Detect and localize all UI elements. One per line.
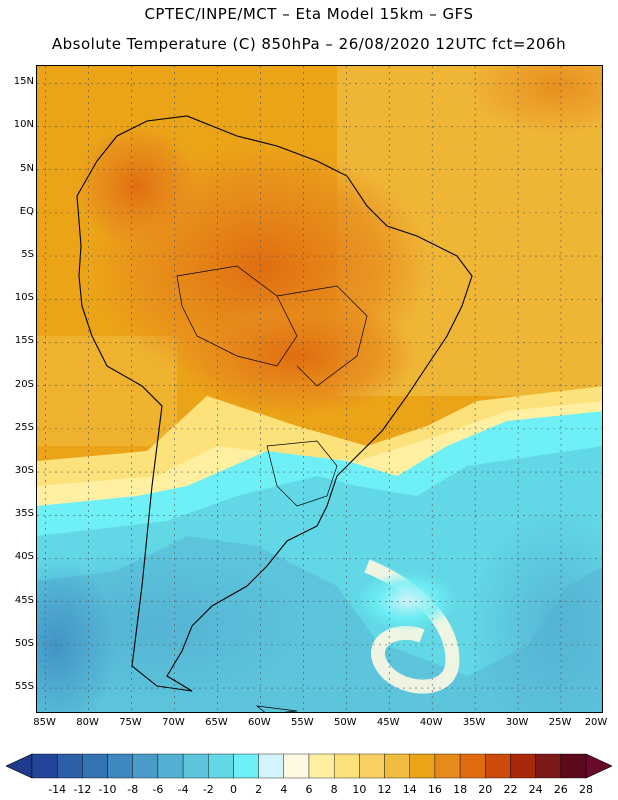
- lon-label-70W: 70W: [162, 717, 185, 728]
- legend-swatch-15: [409, 753, 436, 779]
- lat-label-10N: 10N: [13, 119, 34, 131]
- cyclone-core: [357, 571, 457, 631]
- legend-swatch-1: [56, 753, 83, 779]
- legend-label-12: 12: [377, 783, 392, 796]
- legend-label-6: 6: [305, 783, 313, 796]
- map-subtitle: Absolute Temperature (C) 850hPa – 26/08/…: [51, 35, 567, 53]
- lon-label-80W: 80W: [76, 717, 99, 728]
- legend-min-arrow: [6, 753, 33, 779]
- legend-swatch-18: [485, 753, 511, 779]
- lon-label-50W: 50W: [333, 717, 357, 728]
- lon-label-65W: 65W: [205, 717, 228, 728]
- legend-swatch-11: [308, 753, 335, 779]
- legend-swatch-8: [233, 753, 259, 779]
- transition-band-light: [37, 401, 602, 511]
- legend-label-10: 10: [352, 783, 367, 796]
- color-legend-bar: [6, 753, 612, 779]
- lon-label-60W: 60W: [248, 717, 271, 728]
- central-brazil-warm: [177, 296, 417, 416]
- lon-label-35W: 35W: [462, 717, 486, 728]
- legend-label-4: 4: [280, 783, 288, 796]
- legend-label-28: 28: [579, 783, 593, 796]
- lat-label-15S: 15S: [14, 335, 34, 347]
- legend-label-18: 18: [453, 783, 468, 796]
- legend-label-0: 0: [229, 783, 237, 796]
- lon-label-25W: 25W: [548, 717, 572, 728]
- legend-swatch-12: [333, 753, 360, 779]
- legend-swatch-13: [359, 753, 385, 779]
- lat-label-20S: 20S: [14, 378, 34, 390]
- legend-swatch-17: [459, 753, 486, 779]
- map-title: CPTEC/INPE/MCT – Eta Model 15km – GFS: [144, 5, 474, 23]
- legend-swatch-16: [434, 753, 461, 779]
- legend-swatch-14: [384, 753, 410, 779]
- lat-label-25S: 25S: [14, 421, 34, 433]
- legend-swatch-5: [157, 753, 184, 779]
- legend-swatch-3: [107, 753, 133, 779]
- country-borders-interior: [176, 265, 298, 367]
- state-borders: [276, 285, 368, 387]
- legend-swatch-9: [258, 753, 285, 779]
- lon-label-20W: 20W: [584, 717, 608, 728]
- lon-label-75W: 75W: [119, 717, 142, 728]
- lat-label-45S: 45S: [14, 594, 34, 606]
- pacific-deep-cold: [37, 556, 117, 712]
- lon-label-45W: 45W: [376, 717, 400, 728]
- lon-label-55W: 55W: [291, 717, 314, 728]
- lon-label-30W: 30W: [505, 717, 529, 728]
- legend-swatch-19: [510, 753, 536, 779]
- lon-label-40W: 40W: [419, 717, 443, 728]
- legend-swatch-6: [182, 753, 209, 779]
- lat-label-50S: 50S: [14, 637, 34, 649]
- lat-label-5N: 5N: [20, 162, 34, 174]
- legend-label-16: 16: [427, 783, 442, 796]
- atlantic-cold: [467, 506, 602, 712]
- lat-label-40S: 40S: [14, 551, 34, 563]
- legend-label--6: -6: [152, 783, 164, 796]
- legend-label--12: -12: [73, 783, 92, 796]
- legend-swatch-2: [82, 753, 108, 779]
- legend-swatch-10: [283, 753, 310, 779]
- uruguay-border: [266, 440, 338, 507]
- legend-label--10: -10: [98, 783, 117, 796]
- lat-label-15N: 15N: [13, 76, 34, 88]
- tierra-del-fuego: [255, 705, 298, 712]
- legend-max-arrow: [585, 753, 612, 779]
- lat-label-30S: 30S: [14, 465, 34, 477]
- lat-label-EQ: EQ: [19, 205, 34, 217]
- legend-swatch-4: [132, 753, 159, 779]
- colombia-warm: [77, 126, 197, 246]
- lon-label-85W: 85W: [33, 717, 56, 728]
- legend-label-20: 20: [478, 783, 493, 796]
- legend-label-22: 22: [503, 783, 518, 796]
- legend-label-2: 2: [255, 783, 263, 796]
- legend-label-26: 26: [553, 783, 568, 796]
- legend-swatch-0: [31, 753, 58, 779]
- legend-label--14: -14: [48, 783, 67, 796]
- lat-label-35S: 35S: [14, 508, 34, 520]
- legend-label-14: 14: [402, 783, 417, 796]
- legend-swatch-7: [208, 753, 234, 779]
- legend-label--2: -2: [202, 783, 214, 796]
- legend-swatch-20: [535, 753, 562, 779]
- graticule: [37, 66, 602, 712]
- legend-label--8: -8: [127, 783, 139, 796]
- legend-label-8: 8: [330, 783, 338, 796]
- lat-label-10S: 10S: [14, 292, 34, 304]
- legend-swatch-21: [560, 753, 587, 779]
- south-america-outline: [76, 115, 473, 692]
- legend-label--4: -4: [177, 783, 189, 796]
- lat-label-5S: 5S: [21, 249, 34, 261]
- temperature-map[interactable]: [36, 65, 603, 713]
- map-canvas[interactable]: [37, 66, 603, 713]
- lat-label-55S: 55S: [14, 681, 34, 693]
- legend-label-24: 24: [528, 783, 543, 796]
